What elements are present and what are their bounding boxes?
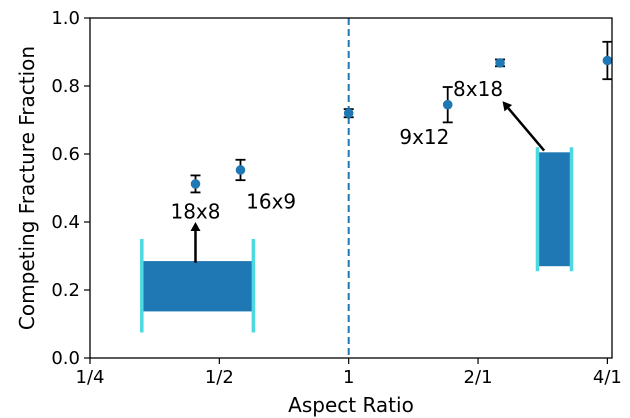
data-point-3 [443, 100, 453, 110]
annotation-1: 16x9 [246, 189, 296, 213]
y-tick-label-0: 0.0 [51, 348, 80, 369]
arrows-layer [190, 101, 544, 262]
y-tick-label-1: 0.2 [51, 280, 80, 301]
x-axis-label: Aspect Ratio [288, 393, 414, 417]
annotation-3: 8x18 [453, 77, 503, 101]
inset-layer [142, 147, 572, 332]
x-tick-label-4: 4/1 [593, 367, 622, 388]
x-tick-label-1: 1/2 [205, 367, 234, 388]
y-tick-label-4: 0.8 [51, 76, 80, 97]
inset-block-1 [537, 152, 571, 266]
data-point-0 [191, 179, 201, 189]
y-tick-label-2: 0.4 [51, 212, 80, 233]
annotation-0: 18x8 [170, 200, 220, 224]
y-tick-label-5: 1.0 [51, 8, 80, 29]
y-tick-label-3: 0.6 [51, 144, 80, 165]
y-axis-label: Competing Fracture Fraction [15, 46, 39, 330]
x-tick-label-0: 1/4 [76, 367, 105, 388]
data-point-2 [344, 108, 354, 118]
x-tick-label-2: 1 [343, 367, 354, 388]
data-point-1 [236, 165, 246, 175]
annotation-2: 9x12 [399, 125, 449, 149]
x-tick-label-3: 2/1 [464, 367, 493, 388]
data-point-4 [495, 58, 505, 68]
arrow-shaft-1 [508, 108, 544, 150]
data-point-5 [603, 56, 613, 66]
inset-block-0 [142, 261, 254, 311]
